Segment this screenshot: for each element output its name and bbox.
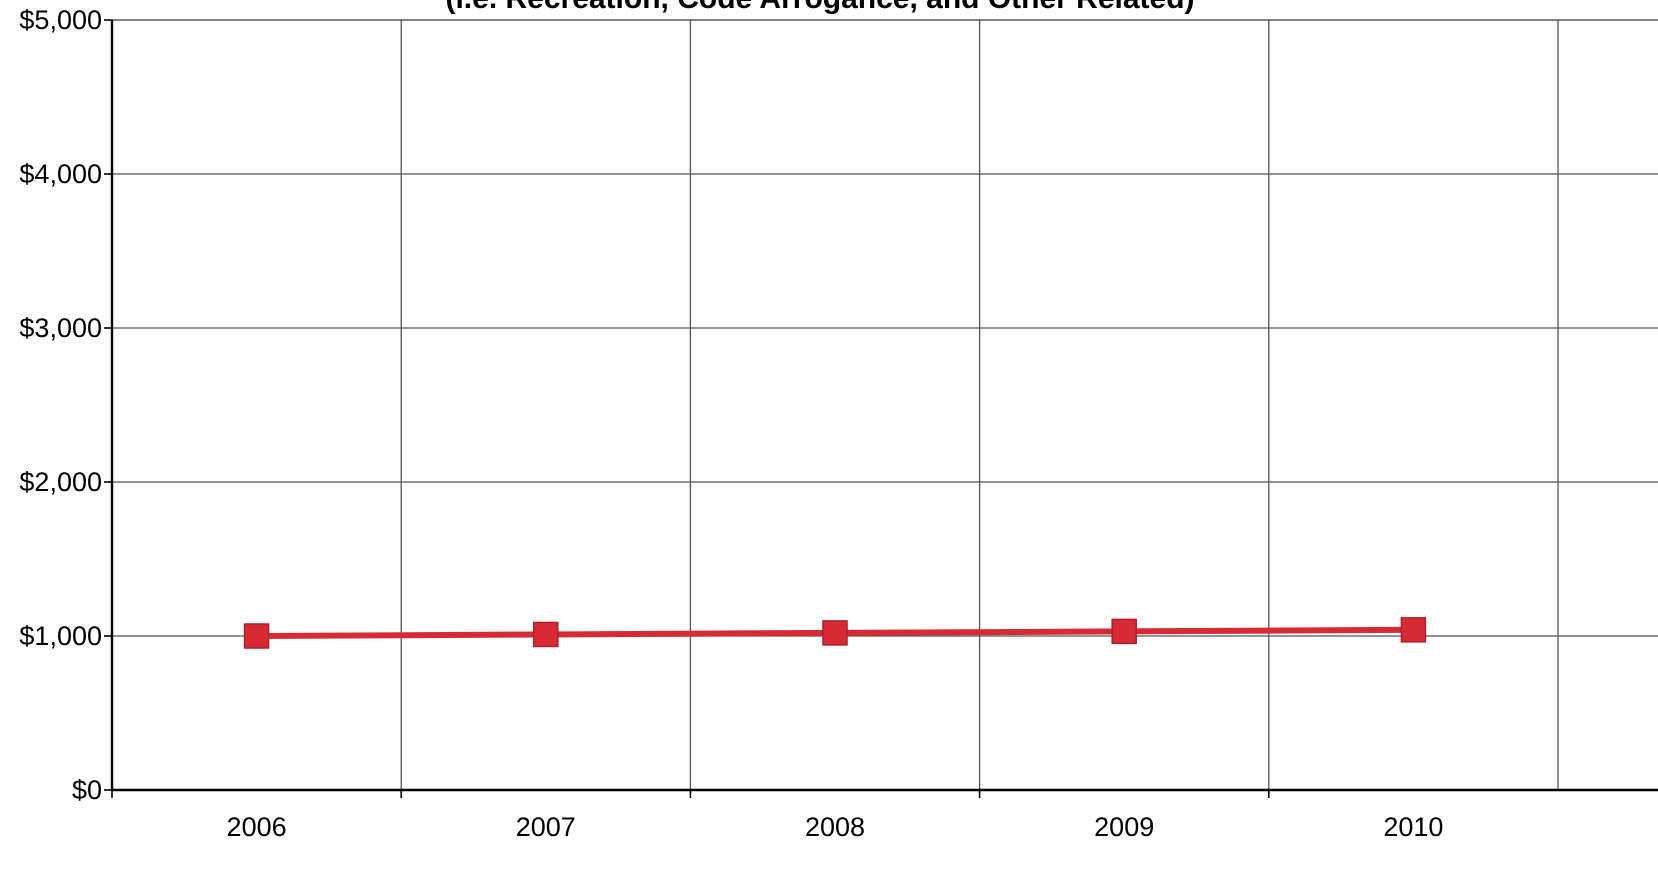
x-tick-label: 2010 (1383, 812, 1443, 842)
y-tick-label: $3,000 (19, 313, 102, 343)
chart-title: (i.e. Recreation, Code Arrogance, and Ot… (445, 0, 1194, 15)
y-axis-tick-labels: $0 $1,000 $2,000 $3,000 $4,000 $5,000 (19, 5, 102, 805)
y-tick-label: $1,000 (19, 621, 102, 651)
x-tick-label: 2007 (516, 812, 576, 842)
y-tick-label: $2,000 (19, 467, 102, 497)
x-axis-tick-labels: 2006 2007 2008 2009 2010 (227, 812, 1444, 842)
axes (104, 19, 1658, 798)
y-tick-label: $4,000 (19, 159, 102, 189)
x-tick-label: 2008 (805, 812, 865, 842)
data-series (243, 617, 1427, 649)
y-tick-label: $0 (72, 775, 102, 805)
data-point-marker (1400, 617, 1427, 643)
x-tick-label: 2009 (1094, 812, 1154, 842)
data-point-marker (533, 621, 559, 648)
data-point-marker (1111, 618, 1137, 645)
x-tick-label: 2006 (227, 812, 287, 842)
y-tick-label: $5,000 (19, 5, 102, 35)
data-point-marker (822, 620, 848, 646)
data-point-marker (243, 623, 270, 649)
gridlines (112, 19, 1658, 790)
